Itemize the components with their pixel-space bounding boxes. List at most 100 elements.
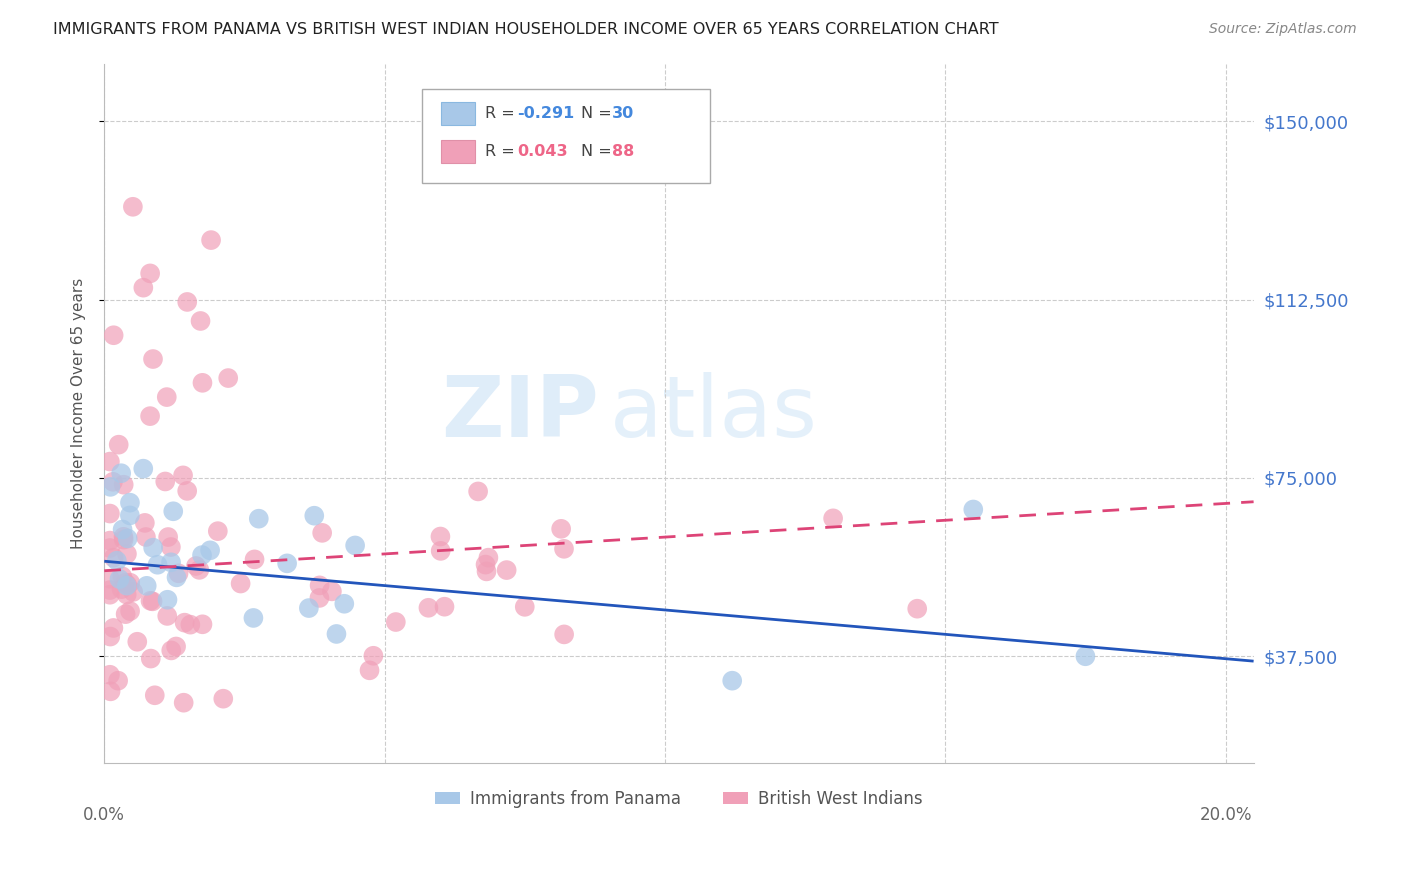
Point bbox=[115, 579, 138, 593]
Point bbox=[98, 541, 121, 555]
Point bbox=[243, 552, 266, 566]
Point bbox=[135, 530, 157, 544]
Point bbox=[495, 563, 517, 577]
Point bbox=[110, 467, 132, 481]
Point bbox=[98, 533, 121, 548]
Point bbox=[190, 314, 212, 328]
Point bbox=[1074, 649, 1097, 664]
Point bbox=[418, 600, 440, 615]
Point bbox=[429, 529, 451, 543]
Text: R =: R = bbox=[485, 145, 520, 159]
Point bbox=[276, 557, 298, 571]
Point bbox=[191, 617, 214, 632]
Point bbox=[553, 627, 575, 641]
Point bbox=[107, 673, 129, 688]
Point bbox=[160, 555, 183, 569]
Point bbox=[359, 663, 381, 677]
Point bbox=[142, 352, 165, 367]
Point bbox=[156, 608, 179, 623]
Point bbox=[120, 575, 142, 590]
Point bbox=[143, 688, 166, 702]
Point bbox=[98, 588, 121, 602]
Point bbox=[111, 569, 134, 583]
Point bbox=[344, 538, 367, 552]
Point bbox=[156, 592, 179, 607]
Point bbox=[112, 477, 135, 491]
Point bbox=[132, 461, 155, 475]
Point bbox=[156, 390, 179, 404]
Text: 0.043: 0.043 bbox=[517, 145, 568, 159]
Point bbox=[100, 684, 122, 698]
Point bbox=[98, 454, 121, 468]
Point bbox=[513, 599, 536, 614]
Point bbox=[134, 516, 156, 530]
Point bbox=[165, 640, 187, 654]
Point bbox=[433, 599, 456, 614]
Point bbox=[160, 643, 183, 657]
Point bbox=[191, 548, 214, 562]
Point bbox=[304, 508, 326, 523]
Point bbox=[553, 541, 575, 556]
Point bbox=[139, 409, 162, 424]
Point bbox=[105, 554, 128, 568]
Point bbox=[229, 576, 252, 591]
Text: Source: ZipAtlas.com: Source: ZipAtlas.com bbox=[1209, 22, 1357, 37]
Point bbox=[167, 566, 190, 581]
Point bbox=[132, 280, 155, 294]
Text: atlas: atlas bbox=[610, 372, 818, 455]
Point bbox=[122, 585, 145, 599]
Point bbox=[962, 502, 984, 516]
Text: 20.0%: 20.0% bbox=[1199, 806, 1251, 824]
Point bbox=[905, 601, 928, 615]
Point bbox=[200, 233, 222, 247]
Point bbox=[176, 294, 198, 309]
Point bbox=[103, 621, 125, 635]
Y-axis label: Householder Income Over 65 years: Householder Income Over 65 years bbox=[72, 278, 86, 549]
Point bbox=[157, 530, 180, 544]
Point bbox=[550, 522, 572, 536]
Point bbox=[107, 438, 129, 452]
Point bbox=[160, 540, 183, 554]
Point bbox=[115, 578, 138, 592]
Point bbox=[429, 544, 451, 558]
Point bbox=[146, 558, 169, 572]
Point bbox=[114, 575, 136, 590]
Point bbox=[184, 559, 207, 574]
Point bbox=[188, 563, 211, 577]
Point bbox=[363, 648, 385, 663]
Point bbox=[101, 475, 124, 489]
Point bbox=[242, 611, 264, 625]
Point bbox=[179, 617, 201, 632]
Point bbox=[111, 523, 134, 537]
Point bbox=[142, 594, 165, 608]
Point bbox=[823, 511, 845, 525]
Text: R =: R = bbox=[485, 106, 520, 120]
Point bbox=[176, 483, 198, 498]
Text: ZIP: ZIP bbox=[440, 372, 599, 455]
Point bbox=[139, 594, 162, 608]
Text: 30: 30 bbox=[612, 106, 634, 120]
Text: 88: 88 bbox=[612, 145, 634, 159]
Point bbox=[98, 572, 121, 586]
Point bbox=[98, 583, 121, 598]
Point bbox=[162, 504, 184, 518]
Point bbox=[308, 591, 330, 605]
Point bbox=[118, 508, 141, 523]
Point bbox=[474, 558, 496, 572]
Text: N =: N = bbox=[581, 106, 617, 120]
Point bbox=[142, 541, 165, 555]
Text: N =: N = bbox=[581, 145, 617, 159]
Point bbox=[117, 532, 139, 546]
Point bbox=[110, 582, 132, 596]
Point bbox=[98, 507, 121, 521]
Point bbox=[122, 200, 145, 214]
Point bbox=[166, 570, 188, 584]
Point bbox=[333, 597, 356, 611]
Point bbox=[139, 651, 162, 665]
Point bbox=[127, 634, 149, 648]
Point bbox=[173, 615, 195, 630]
Point bbox=[172, 468, 194, 483]
Point bbox=[311, 525, 333, 540]
Point bbox=[247, 511, 270, 525]
Point bbox=[467, 484, 489, 499]
